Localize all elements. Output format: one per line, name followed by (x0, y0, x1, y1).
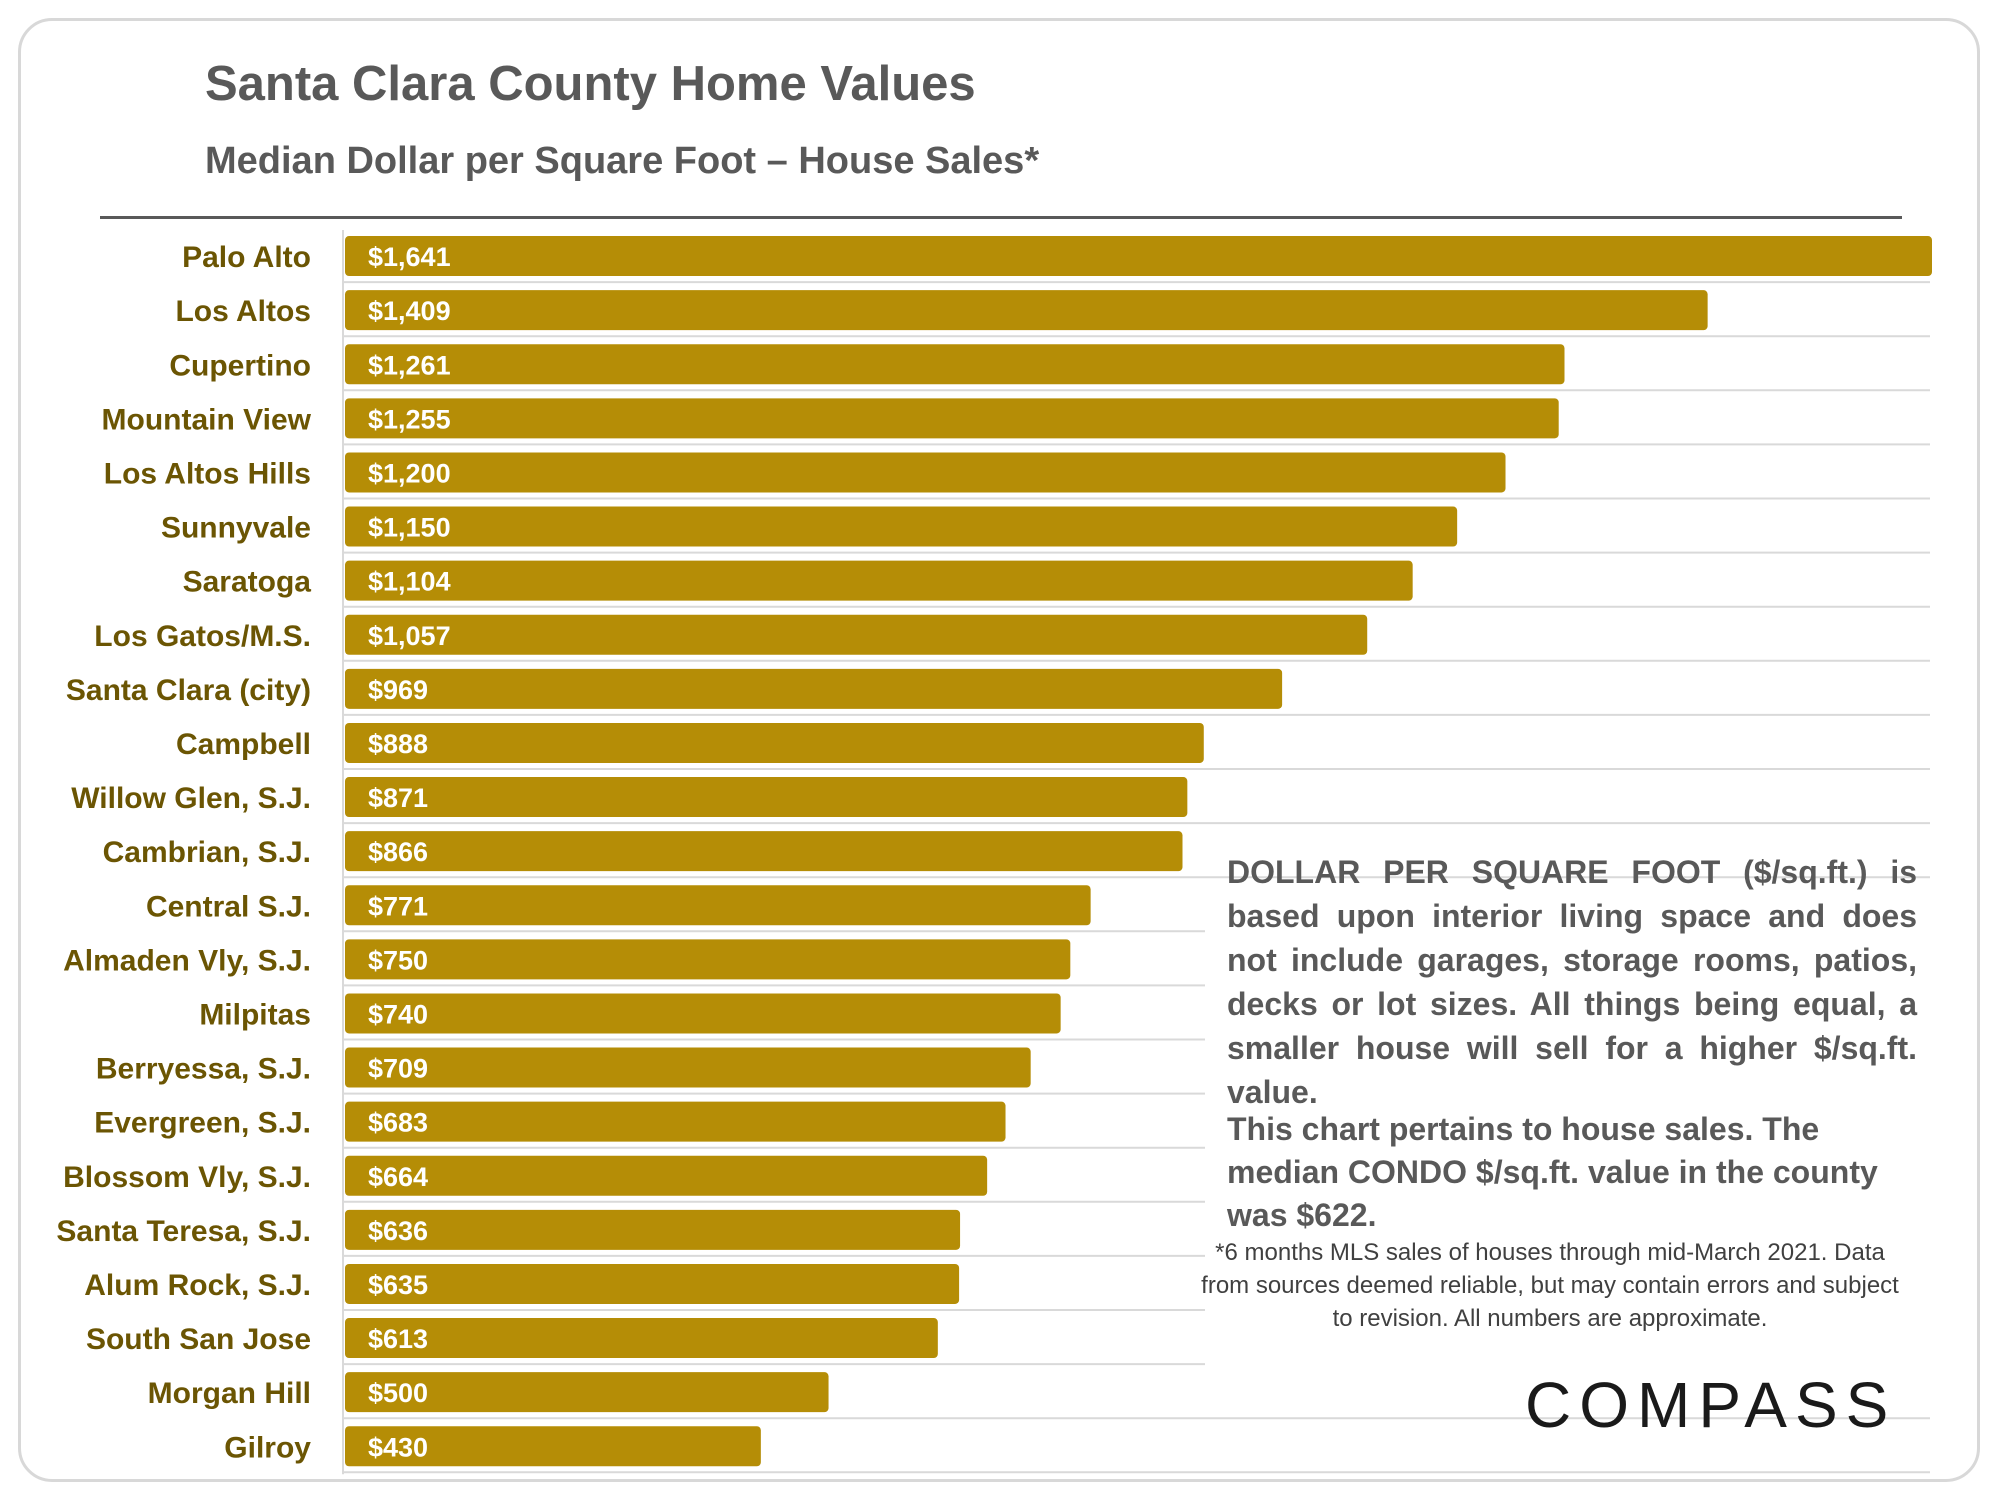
bar-value-label: $1,641 (368, 242, 451, 272)
bar-value-label: $969 (368, 675, 428, 705)
category-label: Evergreen, S.J. (94, 1107, 311, 1140)
bar (345, 993, 1061, 1034)
category-label: Morgan Hill (148, 1377, 311, 1410)
bar-value-label: $613 (368, 1324, 428, 1354)
bar (345, 506, 1458, 547)
category-label: Almaden Vly, S.J. (63, 944, 311, 977)
bar-value-label: $709 (368, 1054, 428, 1084)
category-label: Mountain View (102, 403, 312, 436)
bar (345, 290, 1708, 331)
bar (345, 1101, 1006, 1142)
source-footnote: *6 months MLS sales of houses through mi… (1201, 1239, 1899, 1332)
bar (345, 1263, 960, 1304)
category-label: Los Altos (175, 295, 311, 328)
bar (345, 777, 1188, 818)
bar (345, 831, 1183, 872)
category-label: Los Gatos/M.S. (94, 620, 311, 653)
bar (345, 668, 1283, 709)
category-label: Cupertino (169, 349, 311, 382)
category-label: Cambrian, S.J. (103, 836, 311, 869)
bar (345, 1318, 938, 1359)
category-label: Alum Rock, S.J. (84, 1269, 311, 1302)
bar-value-label: $1,409 (368, 296, 451, 326)
chart-title: Santa Clara County Home Values (205, 57, 976, 111)
bar (345, 560, 1413, 601)
bar (345, 236, 1932, 277)
condo-note: This chart pertains to house sales. The … (1227, 1111, 1878, 1233)
bar (345, 614, 1368, 655)
bar-value-label: $871 (368, 783, 428, 813)
bar (345, 398, 1559, 439)
definition-note: DOLLAR PER SQUARE FOOT ($/sq.ft.) is bas… (1227, 854, 1917, 1110)
bar-value-label: $1,200 (368, 458, 451, 488)
bar-value-label: $888 (368, 729, 428, 759)
bar (345, 1155, 988, 1196)
bar-value-label: $1,150 (368, 513, 451, 543)
category-label: Santa Clara (city) (66, 674, 311, 707)
bar (345, 1372, 829, 1413)
category-label: Central S.J. (146, 890, 311, 923)
bar-value-label: $1,261 (368, 350, 451, 380)
chart-subtitle: Median Dollar per Square Foot – House Sa… (205, 140, 1040, 182)
bar (345, 344, 1565, 385)
compass-logo: COMPASS (1525, 1369, 1897, 1441)
bar-value-label: $1,104 (368, 567, 451, 597)
category-label: Palo Alto (182, 241, 311, 274)
bar-value-label: $635 (368, 1270, 428, 1300)
bar-value-label: $683 (368, 1108, 428, 1138)
category-label: Willow Glen, S.J. (71, 782, 311, 815)
bar-value-label: $1,057 (368, 621, 451, 651)
category-label: Sunnyvale (161, 512, 311, 545)
category-label: Berryessa, S.J. (96, 1053, 311, 1086)
category-label: Milpitas (199, 998, 311, 1031)
bar-value-label: $636 (368, 1216, 428, 1246)
title-divider (100, 216, 1902, 219)
category-label: Santa Teresa, S.J. (56, 1215, 311, 1248)
bar-value-label: $866 (368, 837, 428, 867)
category-label: Gilroy (224, 1431, 311, 1464)
category-label: Saratoga (183, 566, 312, 599)
bar-value-label: $750 (368, 945, 428, 975)
bar-value-label: $740 (368, 999, 428, 1029)
bar-value-label: $1,255 (368, 404, 451, 434)
category-label: Los Altos Hills (104, 457, 311, 490)
bar (345, 722, 1204, 763)
bar (345, 939, 1071, 980)
bar (345, 1426, 761, 1467)
category-label: South San Jose (86, 1323, 311, 1356)
bar (345, 1209, 961, 1250)
bar (345, 885, 1091, 926)
category-label: Campbell (176, 728, 311, 761)
bar (345, 1047, 1031, 1088)
category-label: Blossom Vly, S.J. (63, 1161, 311, 1194)
bar (345, 452, 1506, 493)
bar-value-label: $664 (368, 1162, 428, 1192)
bar-value-label: $771 (368, 891, 428, 921)
bar-value-label: $430 (368, 1432, 428, 1462)
bar-value-label: $500 (368, 1378, 428, 1408)
